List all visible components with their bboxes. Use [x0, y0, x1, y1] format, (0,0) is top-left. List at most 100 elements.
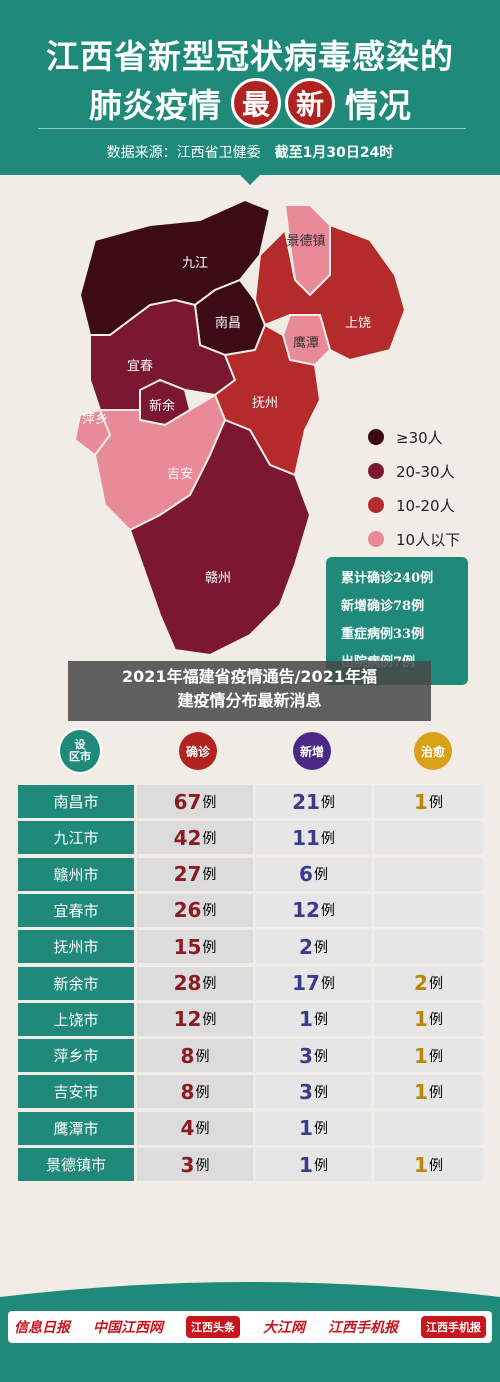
- value-new: 6: [299, 862, 313, 887]
- cell-city: 宜春市: [18, 893, 134, 927]
- map-label-jiujiang: 九江: [182, 256, 208, 271]
- value-new: 11: [292, 825, 320, 850]
- legend-item: 10-20人: [368, 488, 460, 522]
- value-cured: 1: [414, 1079, 428, 1104]
- unit-label: 例: [428, 1048, 443, 1065]
- footer-band: [0, 1282, 500, 1382]
- unit-label: 例: [320, 976, 335, 992]
- jiangxi-map: 九江 南昌 景德镇 上饶 鹰潭 宜春 新余 抚州 萍乡 吉安 赣州: [73, 198, 407, 657]
- value-cured: 1: [414, 1152, 428, 1177]
- cell-city: 抚州市: [18, 930, 134, 964]
- map-label-ganzhou: 赣州: [205, 571, 231, 586]
- value-confirmed: 3: [180, 1152, 195, 1177]
- value-new: 1: [299, 1116, 313, 1141]
- value-confirmed: 42: [173, 825, 202, 850]
- map-label-yingtan: 鹰潭: [293, 335, 319, 351]
- title-line-1: 江西省新型冠状病毒感染的: [46, 37, 454, 76]
- value-new: 2: [299, 934, 313, 959]
- unit-label: 例: [313, 1012, 328, 1029]
- legend-item: ≥30人: [368, 420, 460, 454]
- unit-label: 例: [313, 1121, 328, 1138]
- value-new: 3: [299, 1079, 313, 1104]
- value-new: 1: [299, 1007, 313, 1032]
- cell-confirmed: 27 例: [137, 857, 253, 891]
- stat-new-confirmed: 新增确诊78例: [341, 599, 425, 614]
- unit-label: 例: [202, 867, 217, 884]
- map-label-yichun: 宜春: [127, 359, 153, 374]
- map-label-xinyu: 新余: [149, 398, 175, 414]
- value-confirmed: 8: [180, 1043, 195, 1068]
- logo-jiangxi-mobile-paper: 江西手机报: [328, 1320, 398, 1336]
- unit-label: 例: [195, 1121, 210, 1138]
- header-pointer: [238, 173, 262, 185]
- value-confirmed: 12: [173, 1007, 202, 1032]
- unit-label: 例: [195, 1157, 210, 1174]
- legend-label: 10-20人: [396, 496, 455, 515]
- region-ganzhou: [128, 418, 312, 657]
- header-banner: 江西省新型冠状病毒感染的 肺炎疫情 最 新 情况 数据来源：江西省卫健委 截至1月…: [0, 0, 500, 175]
- table-row: 宜春市 26 例 12 例: [18, 893, 483, 927]
- header-confirmed: 确诊: [176, 731, 220, 771]
- cell-cured: [374, 857, 483, 891]
- cell-cured: [374, 821, 483, 855]
- map-label-nanchang: 南昌: [215, 315, 241, 331]
- logo-dajiang-net: 大江网: [263, 1320, 305, 1336]
- cell-new: 17 例: [256, 966, 371, 1000]
- unit-label: 例: [202, 976, 217, 992]
- legend-swatch: [368, 531, 384, 547]
- legend-swatch: [368, 429, 384, 445]
- cell-cured: [374, 893, 483, 927]
- cell-city: 景德镇市: [18, 1148, 134, 1181]
- header-region-line1: 设: [74, 738, 86, 751]
- table-row: 鹰潭市 4 例 1 例: [18, 1111, 483, 1145]
- unit-label: 例: [320, 830, 335, 847]
- cell-confirmed: 15 例: [137, 930, 253, 964]
- value-new: 1: [299, 1152, 313, 1177]
- cell-city: 萍乡市: [18, 1039, 134, 1073]
- header-cured: 治愈: [411, 731, 455, 771]
- title-circle-1: 最: [231, 78, 281, 128]
- cell-city: 赣州市: [18, 857, 134, 891]
- value-cured: 2: [414, 971, 428, 995]
- value-new: 12: [292, 898, 320, 923]
- title-part-b: 情况: [345, 86, 411, 125]
- cell-city: 新余市: [18, 966, 134, 1000]
- unit-label: 例: [313, 867, 328, 884]
- cell-city: 九江市: [18, 821, 134, 855]
- overlay-line-1: 2021年福建省疫情通告/2021年福: [122, 667, 377, 686]
- cell-new: 12 例: [256, 893, 371, 927]
- unit-label: 例: [202, 903, 217, 920]
- table-row: 赣州市 27 例 6 例: [18, 857, 483, 891]
- divider: [38, 128, 466, 129]
- value-cured: 1: [414, 1043, 428, 1068]
- logo-china-jiangxi-net: 中国江西网: [93, 1320, 163, 1336]
- title-line-2: 肺炎疫情 最 新 情况: [0, 78, 500, 128]
- legend-label: 10人以下: [396, 530, 461, 549]
- cell-confirmed: 26 例: [137, 893, 253, 927]
- unit-label: 例: [313, 939, 328, 956]
- map-label-pingxiang: 萍乡: [82, 412, 108, 427]
- cell-cured: [374, 1111, 483, 1145]
- value-confirmed: 4: [180, 1116, 195, 1141]
- unit-label: 例: [320, 903, 335, 920]
- value-cured: 1: [414, 789, 428, 814]
- legend-swatch: [368, 497, 384, 513]
- value-new: 21: [292, 789, 320, 814]
- value-cured: 1: [414, 1007, 428, 1032]
- unit-label: 例: [195, 1048, 210, 1065]
- value-confirmed: 27: [173, 862, 202, 887]
- table-header: 设 区市 确诊 新增 治愈: [0, 728, 500, 774]
- cell-city: 上饶市: [18, 1002, 134, 1036]
- cell-new: 11 例: [256, 821, 371, 855]
- map-label-jian: 吉安: [167, 467, 193, 482]
